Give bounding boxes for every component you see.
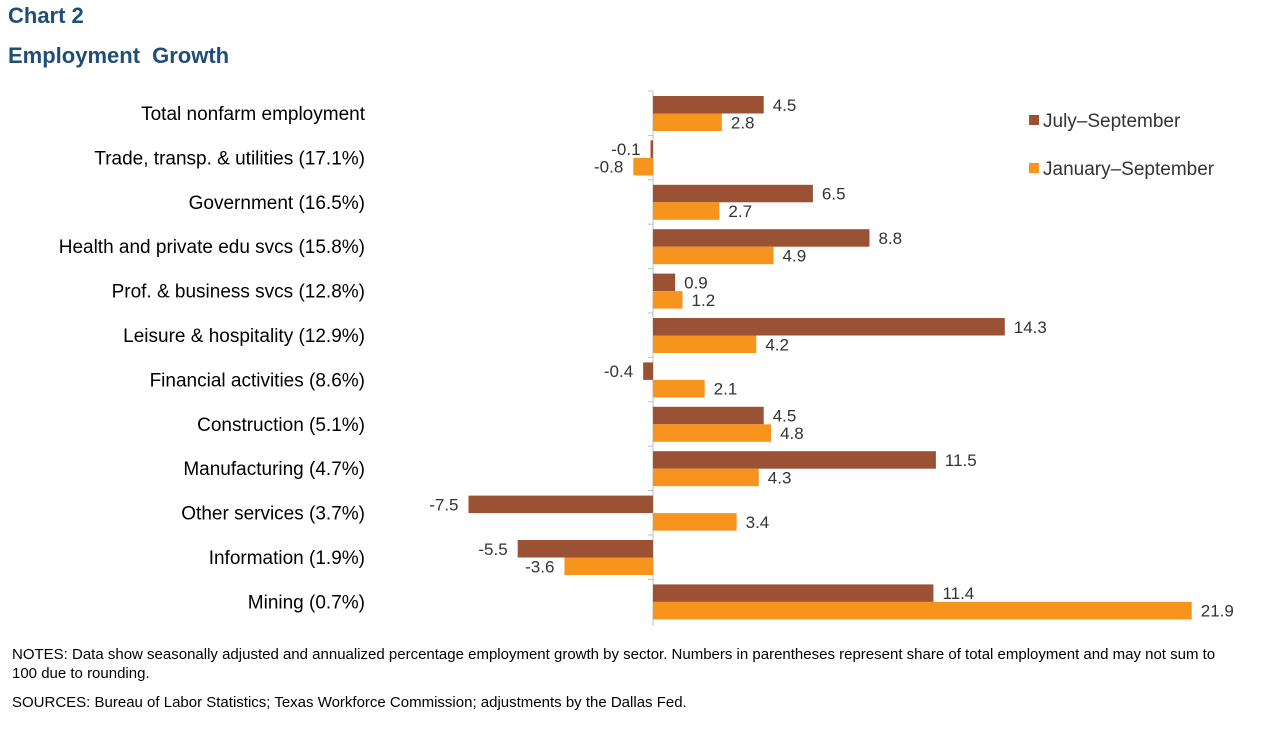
data-label: 4.5	[773, 407, 797, 426]
data-label: 2.1	[714, 380, 738, 399]
bar-jan-sep	[653, 379, 705, 398]
data-label: -0.1	[611, 140, 640, 159]
data-label: -0.8	[594, 158, 623, 177]
category-label: Total nonfarm employment	[141, 104, 366, 125]
data-label: -3.6	[525, 557, 554, 576]
bar-jul-sep	[517, 540, 653, 558]
data-label: 4.2	[765, 335, 789, 354]
data-label: 4.3	[768, 468, 792, 487]
chart-title: Employment Growth	[8, 43, 230, 68]
data-label: -7.5	[429, 495, 458, 514]
data-label: 1.2	[692, 291, 716, 310]
category-label: Information (1.9%)	[209, 548, 365, 569]
bar-jul-sep	[653, 584, 934, 602]
category-label: Health and private edu svcs (15.8%)	[59, 237, 365, 258]
category-label: Trade, transp. & utilities (17.1%)	[94, 148, 365, 169]
data-label: 4.8	[780, 424, 804, 443]
bar-jul-sep	[643, 362, 653, 380]
bar-jan-sep	[564, 557, 653, 575]
bar-jul-sep	[653, 229, 870, 247]
data-label: 6.5	[822, 185, 846, 204]
category-label: Prof. & business svcs (12.8%)	[112, 282, 365, 303]
chart-number: Chart 2	[8, 3, 84, 28]
data-label: 4.5	[773, 96, 797, 115]
notes-text: NOTES: Data show seasonally adjusted and…	[12, 646, 1216, 682]
bar-jan-sep	[653, 246, 774, 265]
bar-jan-sep	[653, 291, 683, 309]
category-label: Government (16.5%)	[189, 193, 365, 214]
legend-swatch	[1029, 115, 1039, 125]
data-label: -0.4	[604, 362, 633, 381]
data-label: -5.5	[478, 540, 507, 559]
category-label: Construction (5.1%)	[197, 415, 365, 436]
bar-jan-sep	[653, 513, 737, 531]
data-label: 11.4	[942, 584, 974, 603]
bar-jul-sep	[653, 406, 764, 425]
category-label: Mining (0.7%)	[248, 592, 365, 613]
data-label: 4.9	[783, 246, 807, 265]
bar-jan-sep	[653, 202, 720, 220]
data-label: 0.9	[684, 273, 708, 292]
category-label: Manufacturing (4.7%)	[183, 459, 365, 480]
bar-jan-sep	[653, 113, 722, 131]
bar-jul-sep	[653, 273, 676, 292]
data-label: 11.5	[945, 451, 977, 470]
bar-jul-sep	[650, 140, 653, 158]
bar-jan-sep	[653, 601, 1192, 620]
legend-label: July–September	[1043, 111, 1181, 132]
data-label: 2.7	[728, 202, 752, 221]
bar-jul-sep	[653, 451, 936, 469]
data-label: 14.3	[1014, 318, 1047, 337]
bar-jan-sep	[653, 468, 759, 487]
bar-jan-sep	[633, 157, 653, 176]
legend-swatch	[1029, 163, 1039, 173]
bar-jan-sep	[653, 335, 757, 353]
bar-jul-sep	[653, 96, 764, 114]
data-label: 3.4	[746, 513, 770, 532]
category-label: Other services (3.7%)	[181, 504, 365, 525]
category-label: Financial activities (8.6%)	[150, 370, 365, 391]
category-label: Leisure & hospitality (12.9%)	[123, 326, 365, 347]
sources-text: SOURCES: Bureau of Labor Statistics; Tex…	[12, 694, 687, 711]
bar-jan-sep	[653, 424, 772, 442]
bar-jul-sep	[653, 318, 1005, 336]
data-label: 2.8	[731, 113, 755, 132]
data-label: 21.9	[1201, 602, 1234, 621]
bar-chart: Total nonfarm employment 4.5 2.8 Trade, tra…	[59, 90, 1234, 626]
bar-jul-sep	[468, 495, 653, 514]
legend-label: January–September	[1043, 159, 1215, 180]
data-label: 8.8	[878, 229, 902, 248]
bar-jul-sep	[653, 184, 813, 203]
